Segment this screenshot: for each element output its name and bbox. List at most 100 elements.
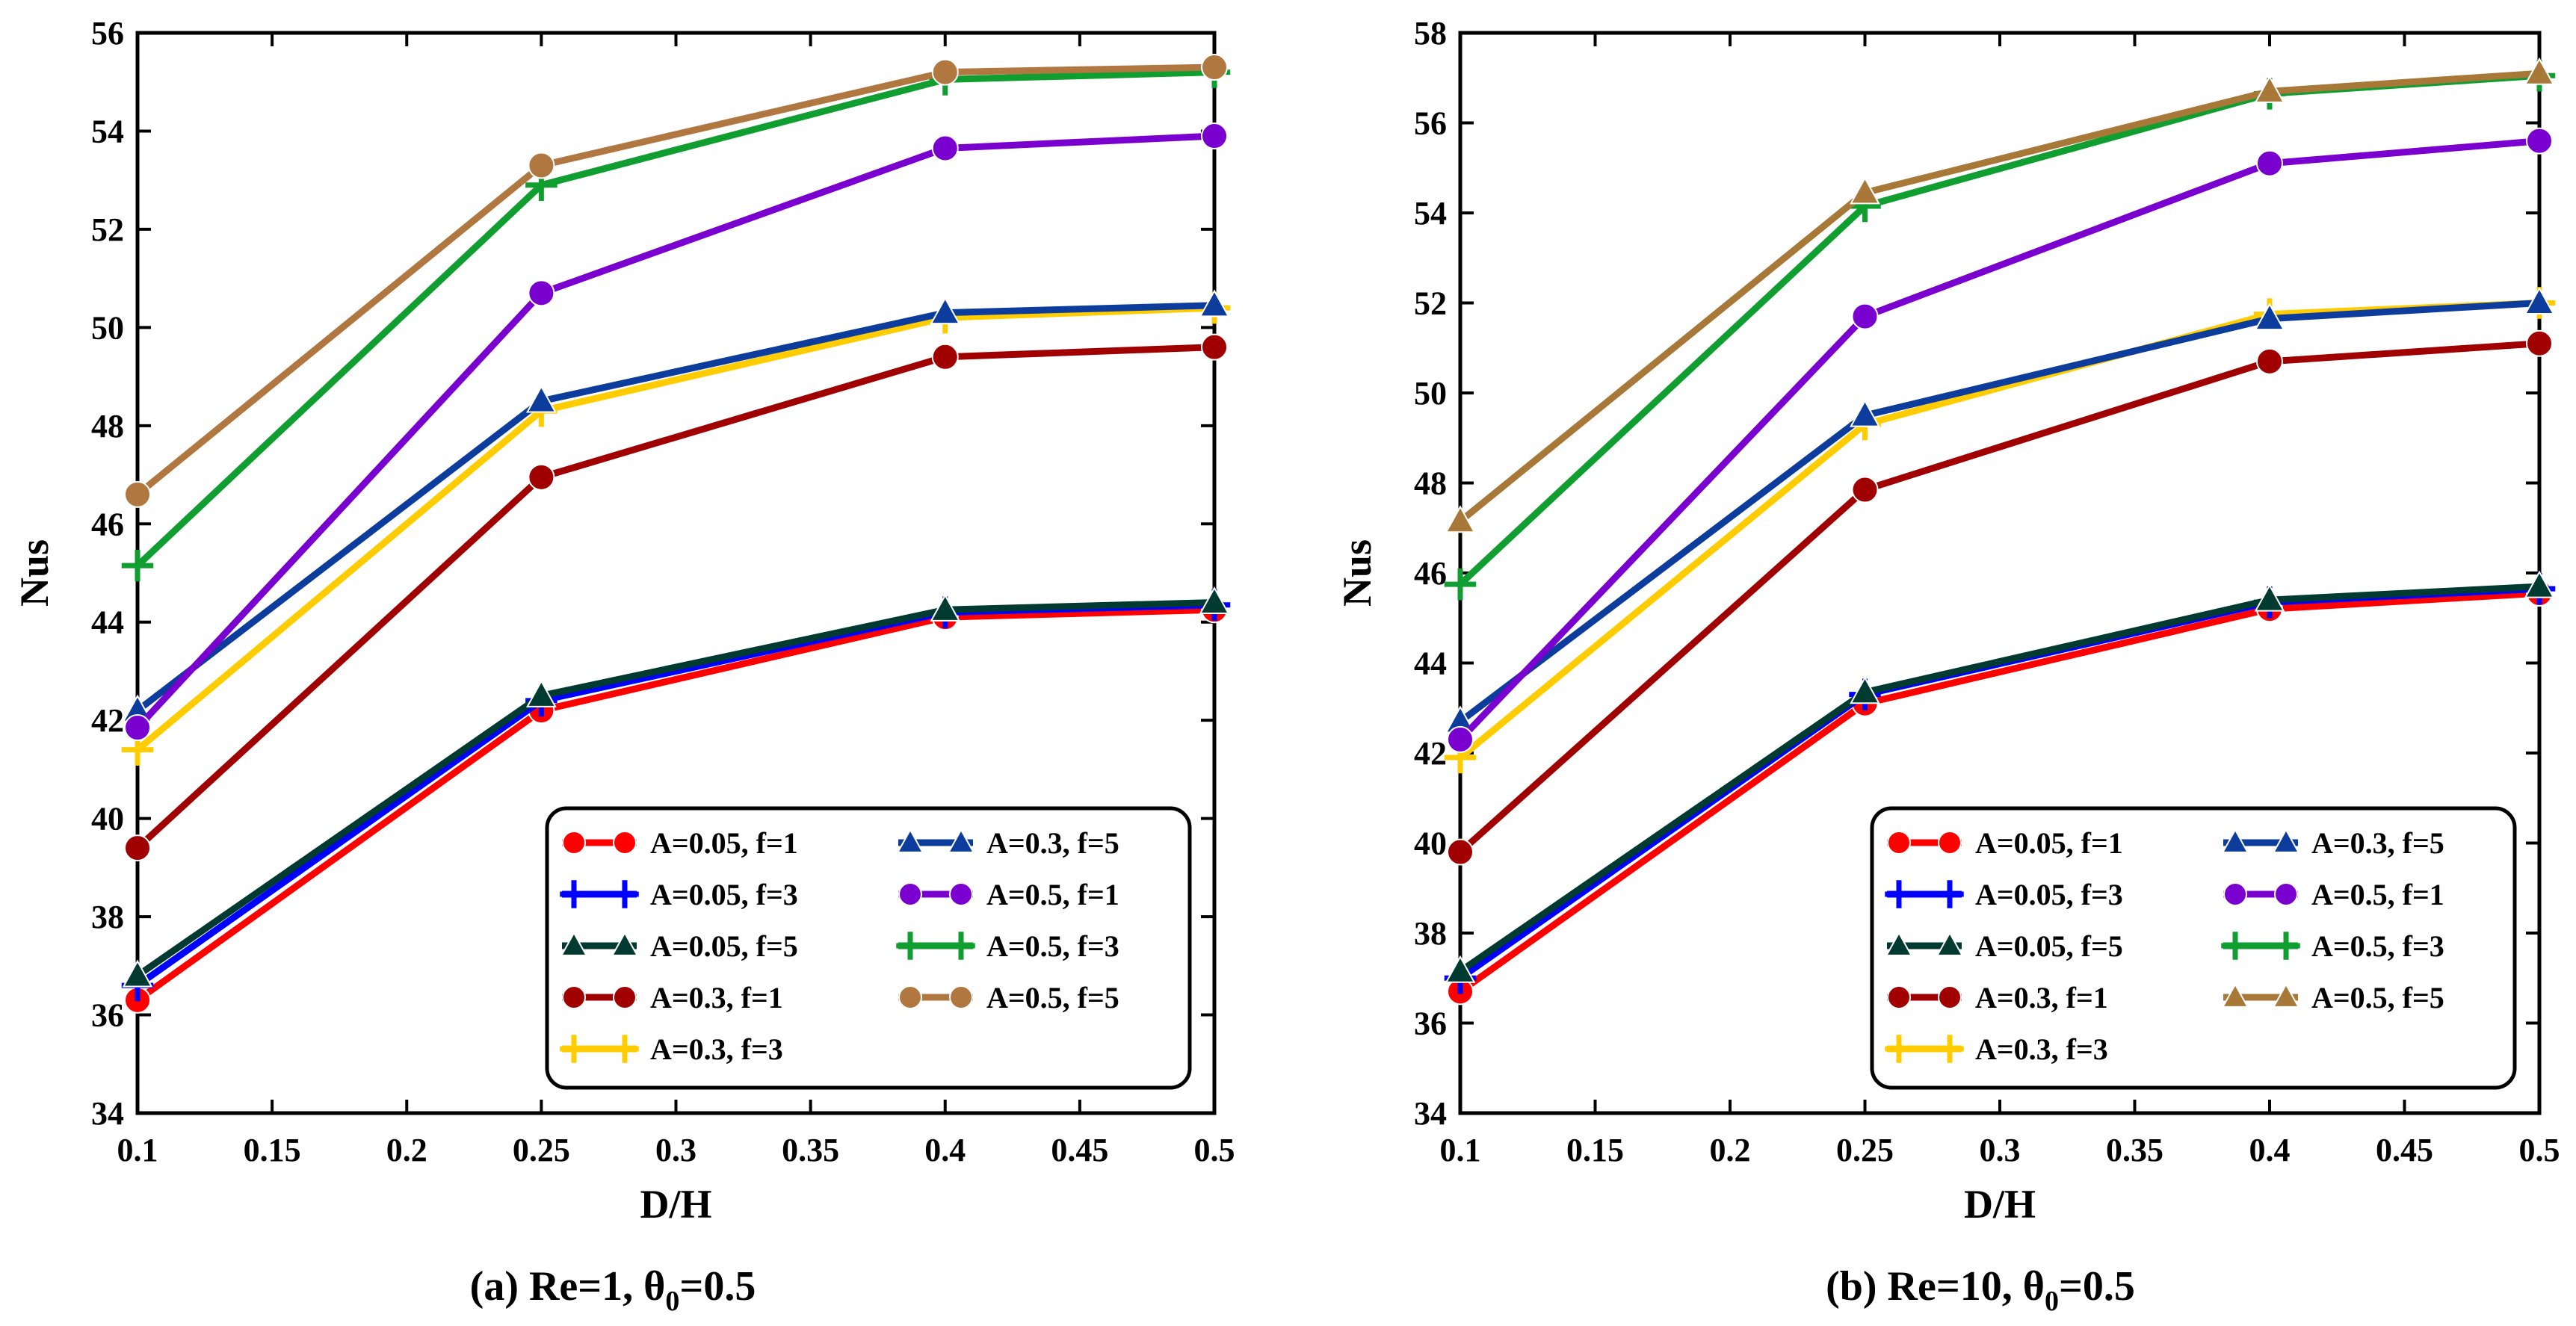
y-tick-label: 42 (1414, 735, 1447, 772)
legend-entry: A=0.5, f=3 (896, 929, 1119, 963)
legend-marker (1885, 931, 1913, 956)
x-tick-label: 0.45 (1051, 1132, 1108, 1168)
data-point (528, 279, 555, 307)
legend-marker (898, 882, 922, 906)
data-point (2256, 149, 2283, 177)
series-a-0-3-f-1 (124, 333, 1228, 862)
data-point (2526, 329, 2553, 357)
y-tick-label: 56 (91, 15, 124, 52)
y-tick-label: 40 (91, 801, 124, 837)
y-tick-label: 36 (1414, 1006, 1447, 1042)
y-tick-label: 58 (1414, 15, 1447, 52)
legend-marker (1885, 1035, 1913, 1063)
data-point (2524, 570, 2555, 598)
data-point (930, 297, 961, 325)
caption-tail: =0.5 (679, 1263, 756, 1310)
legend-entry: A=0.5, f=3 (2221, 929, 2444, 963)
data-point (121, 549, 154, 582)
legend-label: A=0.3, f=1 (1975, 981, 2108, 1014)
legend-entry: A=0.5, f=1 (898, 878, 1119, 911)
data-point (2254, 75, 2285, 103)
x-tick-label: 0.35 (2106, 1132, 2163, 1168)
legend-marker (2274, 882, 2298, 906)
data-point (525, 385, 557, 413)
x-tick-label: 0.25 (1836, 1132, 1894, 1168)
x-tick-label: 0.3 (1980, 1132, 2021, 1168)
legend-marker (1887, 831, 1911, 855)
legend-marker (1885, 880, 1913, 908)
legend-box (545, 806, 1192, 1090)
y-tick-label: 46 (1414, 555, 1447, 592)
legend-entry: A=0.3, f=1 (1887, 981, 2108, 1014)
legend-box (1870, 806, 2517, 1090)
y-tick-label: 52 (1414, 285, 1447, 322)
legend-marker (2221, 828, 2249, 853)
y-tick-label: 54 (1414, 195, 1447, 232)
legend: A=0.05, f=1 A=0.05, f=3 A=0.05, f=5 A=0.3, … (1870, 806, 2517, 1090)
y-tick-label: 40 (1414, 825, 1447, 862)
x-tick-label: 0.2 (1710, 1132, 1751, 1168)
data-point (1850, 399, 1880, 427)
legend-entry: A=0.5, f=1 (2223, 878, 2444, 911)
data-point (931, 58, 959, 86)
series-a-0-05-f-5 (122, 586, 1230, 988)
data-point (930, 593, 961, 622)
data-point (122, 959, 153, 988)
y-tick-label: 52 (91, 211, 124, 248)
legend-label: A=0.5, f=5 (2311, 981, 2444, 1014)
legend-entry: A=0.05, f=3 (560, 878, 798, 911)
series-a-0-3-f-5 (122, 289, 1230, 722)
legend-marker (1936, 931, 1964, 956)
x-tick-label: 0.5 (2519, 1132, 2560, 1168)
series-line (1458, 589, 2540, 994)
y-tick-label: 36 (91, 997, 124, 1034)
x-axis-label: D/H (1964, 1182, 2036, 1227)
series-a-0-3-f-1 (1447, 329, 2553, 866)
series-line (1457, 340, 2540, 855)
legend-label: A=0.3, f=1 (650, 981, 783, 1014)
legend-entry: A=0.05, f=1 (562, 826, 798, 860)
data-point (124, 480, 151, 508)
series-line (135, 132, 1215, 731)
y-tick-label: 54 (91, 113, 124, 149)
caption-subscript: 0 (2045, 1286, 2059, 1317)
y-tick-label: 34 (91, 1095, 124, 1132)
chart-panel-a: 34 36 38 40 42 44 46 48 50 52 54 56 0.1 0.15 0.2 0.25 0.… (12, 15, 1235, 1317)
legend-marker (896, 932, 924, 960)
series-line (135, 63, 1215, 498)
x-tick-label: 0.4 (2249, 1132, 2291, 1168)
y-tick-label: 44 (91, 604, 124, 641)
legend-label: A=0.5, f=1 (986, 878, 1119, 911)
x-tick-label: 0.3 (655, 1132, 696, 1168)
series-line (135, 598, 1215, 979)
data-point (1447, 838, 1474, 866)
legend-label: A=0.05, f=1 (1975, 826, 2123, 860)
x-tick-label: 0.15 (1566, 1132, 1624, 1168)
series-line (135, 606, 1215, 1003)
legend-marker (896, 828, 924, 853)
data-point (1201, 123, 1228, 150)
x-axis-label: D/H (640, 1182, 711, 1227)
legend-label: A=0.05, f=1 (650, 826, 798, 860)
x-tick-label: 0.45 (2376, 1132, 2433, 1168)
y-tick-label: 50 (1414, 375, 1447, 412)
y-axis-label: Nus (1335, 539, 1380, 607)
y-tick-label: 50 (91, 309, 124, 346)
legend-marker (2223, 882, 2247, 906)
data-point (1850, 176, 1880, 205)
series-a-0-05-f-5 (1445, 570, 2555, 983)
series-line (135, 69, 1215, 568)
data-point (2254, 303, 2285, 331)
legend-label: A=0.3, f=5 (2311, 826, 2444, 860)
y-axis-label: Nus (12, 539, 57, 607)
data-point (1851, 303, 1879, 330)
panel-caption: (b) Re=10, θ0=0.5 (1826, 1263, 2135, 1317)
data-point (124, 834, 151, 862)
legend-marker (1887, 985, 1911, 1009)
data-point (124, 714, 151, 742)
data-point (931, 343, 959, 371)
legend-marker (1938, 985, 1962, 1009)
legend-marker (1936, 1035, 1964, 1063)
chart-panel-b: 34 36 38 40 42 44 46 48 50 52 54 56 58 0.1 0.15 0.2 0.25… (1335, 15, 2560, 1317)
